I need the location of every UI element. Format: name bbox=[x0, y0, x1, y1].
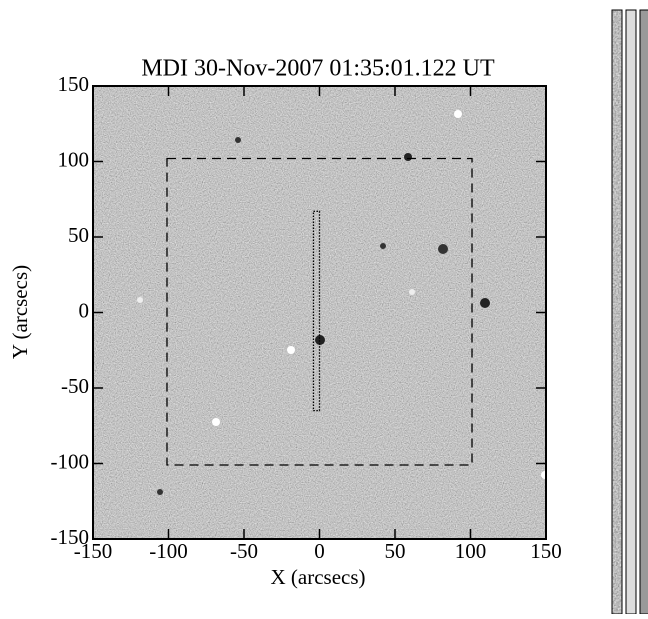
y-tick-label: -100 bbox=[51, 449, 90, 473]
x-tick-label: -150 bbox=[74, 539, 113, 563]
y-tick-label: 100 bbox=[58, 147, 90, 171]
x-tick-label: 100 bbox=[455, 539, 487, 563]
y-tick-label: -150 bbox=[51, 525, 90, 549]
side-strips bbox=[611, 9, 648, 615]
y-tick-label: 50 bbox=[68, 223, 89, 247]
y-tick-label: -50 bbox=[61, 374, 89, 398]
region bbox=[166, 157, 473, 466]
y-axis-label: Y (arcsecs) bbox=[8, 265, 32, 359]
y-tick-label: 0 bbox=[79, 298, 90, 322]
x-axis-label: X (arcsecs) bbox=[270, 565, 365, 589]
x-tick-label: 150 bbox=[530, 539, 562, 563]
x-tick-label: -100 bbox=[149, 539, 188, 563]
x-tick-label: 0 bbox=[314, 539, 325, 563]
region bbox=[312, 210, 321, 412]
magnetogram bbox=[93, 86, 546, 539]
x-tick-label: -50 bbox=[230, 539, 258, 563]
x-tick-label: 50 bbox=[385, 539, 406, 563]
chart-title: MDI 30-Nov-2007 01:35:01.122 UT bbox=[141, 56, 495, 82]
y-tick-label: 150 bbox=[58, 72, 90, 96]
